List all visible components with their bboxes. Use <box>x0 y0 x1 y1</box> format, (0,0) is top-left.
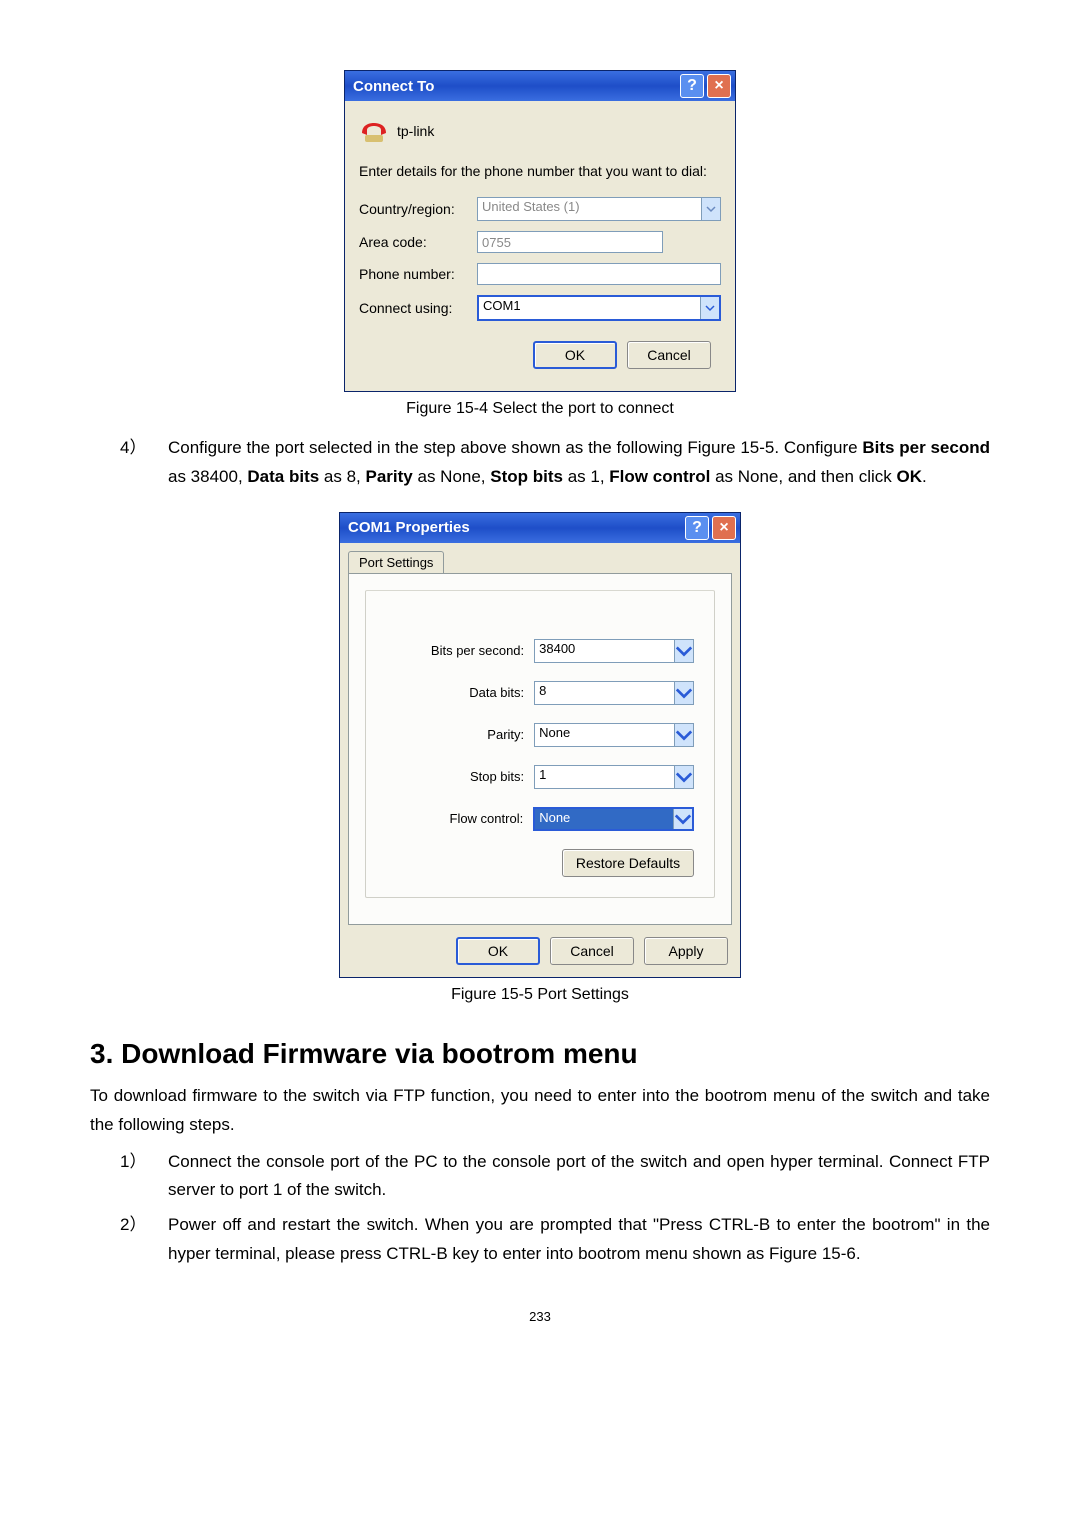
connection-name: tp-link <box>397 123 434 139</box>
chevron-down-icon[interactable] <box>674 682 693 704</box>
page-number: 233 <box>90 1309 990 1324</box>
dialog-instruction: Enter details for the phone number that … <box>359 163 721 179</box>
data-bits-label: Data bits: <box>386 685 524 700</box>
area-code-label: Area code: <box>359 234 469 250</box>
tab-port-settings[interactable]: Port Settings <box>348 551 444 573</box>
close-button[interactable]: × <box>712 516 736 540</box>
paragraph: To download firmware to the switch via F… <box>90 1082 990 1140</box>
country-label: Country/region: <box>359 201 469 217</box>
data-bits-value: 8 <box>535 682 674 704</box>
step-2: 2） Power off and restart the switch. Whe… <box>90 1211 990 1269</box>
parity-value: None <box>535 724 674 746</box>
chevron-down-icon <box>701 198 720 220</box>
help-button[interactable]: ? <box>685 516 709 540</box>
list-body: Connect the console port of the PC to th… <box>168 1148 990 1206</box>
step-1: 1） Connect the console port of the PC to… <box>90 1148 990 1206</box>
flow-control-label: Flow control: <box>386 811 523 826</box>
parity-combo[interactable]: None <box>534 723 694 747</box>
list-body: Power off and restart the switch. When y… <box>168 1211 990 1269</box>
figure-caption: Figure 15-4 Select the port to connect <box>90 400 990 418</box>
phone-number-label: Phone number: <box>359 266 469 282</box>
ok-button[interactable]: OK <box>456 937 540 965</box>
dialog-title: COM1 Properties <box>348 519 682 536</box>
connect-using-value: COM1 <box>479 297 700 319</box>
phone-icon <box>359 117 389 145</box>
chevron-down-icon[interactable] <box>673 809 692 829</box>
close-button[interactable]: × <box>707 74 731 98</box>
chevron-down-icon[interactable] <box>674 640 693 662</box>
flow-control-combo[interactable]: None <box>533 807 694 831</box>
apply-button[interactable]: Apply <box>644 937 728 965</box>
dialog-titlebar: COM1 Properties ? × <box>340 513 740 543</box>
list-number: 2） <box>90 1211 168 1269</box>
bps-combo[interactable]: 38400 <box>534 639 694 663</box>
data-bits-combo[interactable]: 8 <box>534 681 694 705</box>
chevron-down-icon[interactable] <box>674 766 693 788</box>
connect-to-dialog: Connect To ? × tp-link Enter details for… <box>344 70 736 392</box>
dialog-icon-row: tp-link <box>359 117 721 145</box>
ok-button[interactable]: OK <box>533 341 617 369</box>
phone-number-input[interactable] <box>477 263 721 285</box>
stop-bits-combo[interactable]: 1 <box>534 765 694 789</box>
stop-bits-label: Stop bits: <box>386 769 524 784</box>
stop-bits-value: 1 <box>535 766 674 788</box>
connect-using-combo[interactable]: COM1 <box>477 295 721 321</box>
chevron-down-icon[interactable] <box>700 297 719 319</box>
bps-label: Bits per second: <box>386 643 524 658</box>
dialog-titlebar: Connect To ? × <box>345 71 735 101</box>
help-button[interactable]: ? <box>680 74 704 98</box>
flow-control-value: None <box>535 809 673 829</box>
restore-defaults-button[interactable]: Restore Defaults <box>562 849 694 877</box>
com1-properties-dialog: COM1 Properties ? × Port Settings Bits p… <box>339 512 741 978</box>
step-4: 4） Configure the port selected in the st… <box>90 434 990 492</box>
country-combo: United States (1) <box>477 197 721 221</box>
bps-value: 38400 <box>535 640 674 662</box>
list-number: 4） <box>90 434 168 492</box>
figure-caption: Figure 15-5 Port Settings <box>90 986 990 1004</box>
parity-label: Parity: <box>386 727 524 742</box>
country-value: United States (1) <box>478 198 701 220</box>
list-number: 1） <box>90 1148 168 1206</box>
area-code-input <box>477 231 663 253</box>
chevron-down-icon[interactable] <box>674 724 693 746</box>
dialog-title: Connect To <box>353 78 677 95</box>
connect-using-label: Connect using: <box>359 300 469 316</box>
cancel-button[interactable]: Cancel <box>627 341 711 369</box>
section-heading: 3. Download Firmware via bootrom menu <box>90 1038 990 1070</box>
cancel-button[interactable]: Cancel <box>550 937 634 965</box>
